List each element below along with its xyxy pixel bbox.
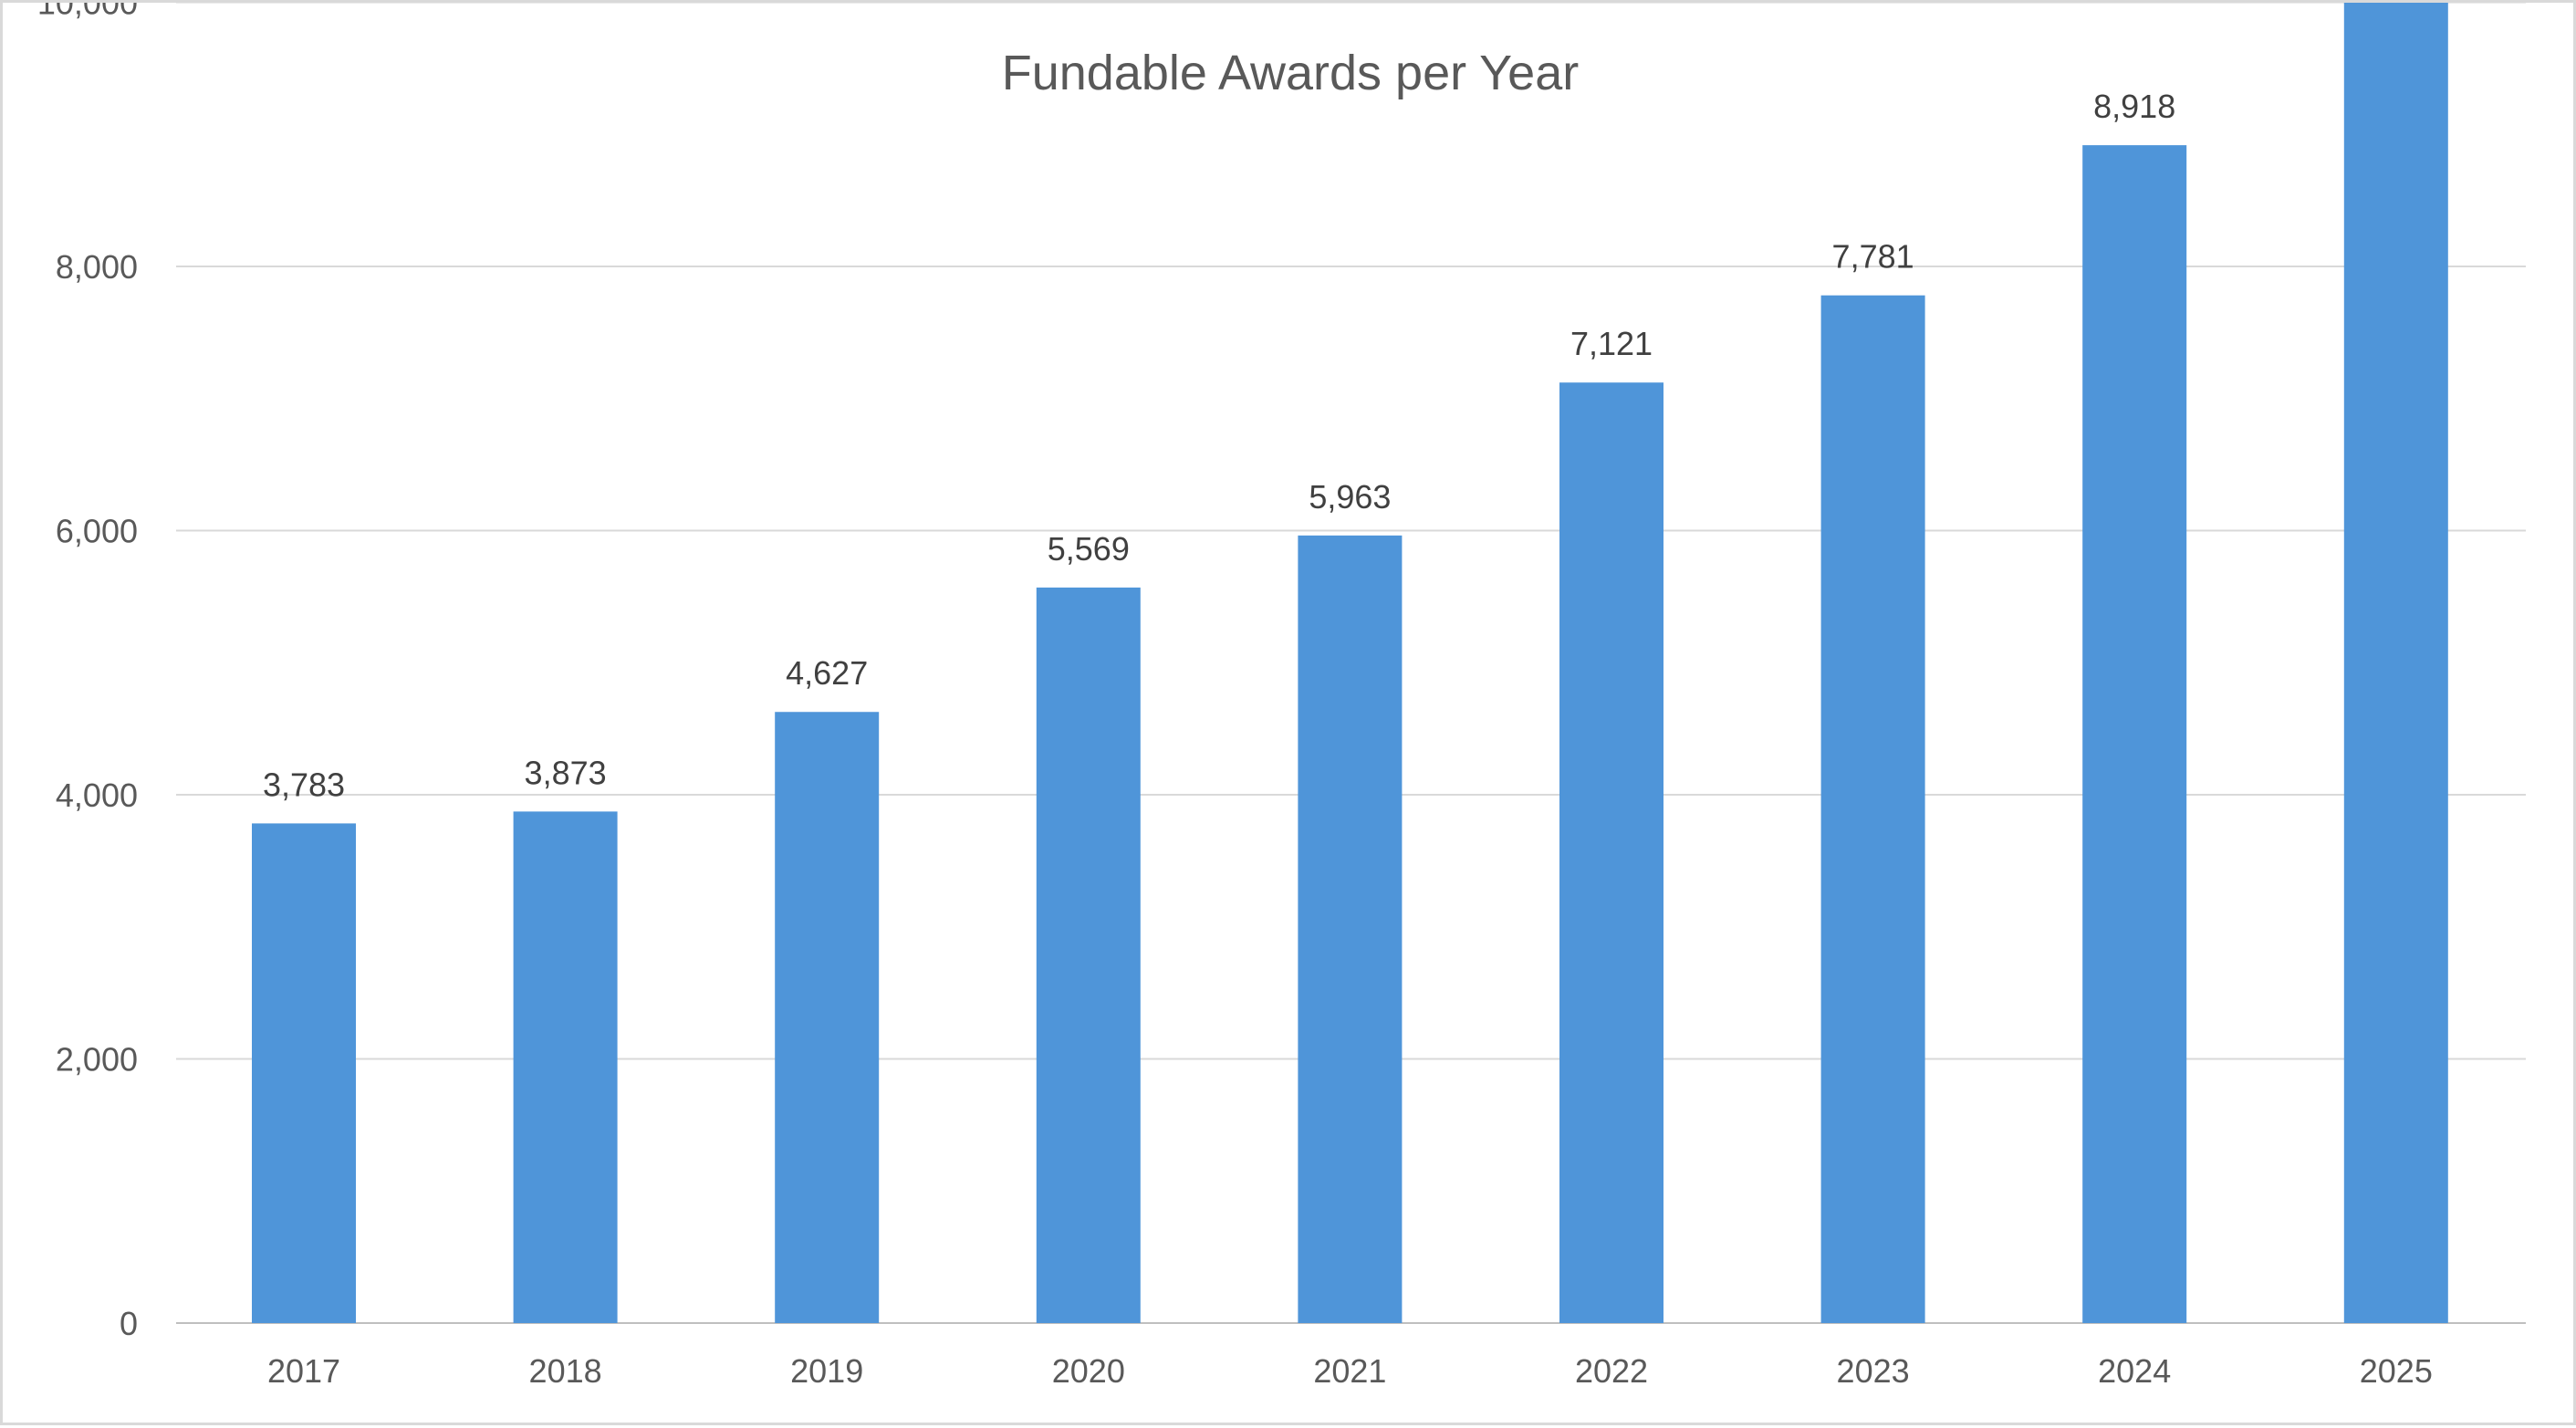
bar [2082,145,2187,1323]
bar [1559,382,1663,1324]
data-label: 5,963 [1309,478,1391,516]
x-tick-label: 2023 [1837,1352,1910,1390]
x-tick-label: 2019 [790,1352,863,1390]
x-tick-label: 2021 [1313,1352,1386,1390]
data-label: 7,121 [1570,325,1653,362]
bar [1820,295,1925,1324]
x-tick-label: 2022 [1575,1352,1648,1390]
bar-chart: Fundable Awards per Year 3,783 3,873 4,627… [37,3,2526,1390]
y-tick-label: 4,000 [56,777,138,814]
y-tick-label: 10,000 [37,3,138,22]
x-tick-label: 2018 [529,1352,602,1390]
y-axis-ticks: 0 2,000 4,000 6,000 8,000 10,000 [37,3,138,1342]
bar [513,811,618,1323]
data-label: 5,569 [1048,530,1130,568]
x-tick-label: 2017 [267,1352,340,1390]
y-tick-label: 8,000 [56,248,138,286]
data-label: 7,781 [1832,238,1914,276]
y-tick-label: 0 [120,1305,138,1342]
bar [2343,3,2448,1324]
data-label: 8,918 [2093,88,2175,125]
chart-title: Fundable Awards per Year [1002,46,1579,100]
x-tick-label: 2020 [1052,1352,1125,1390]
bar [775,712,880,1323]
data-label: 4,627 [786,654,868,692]
y-tick-label: 6,000 [56,513,138,550]
bar [1036,587,1141,1323]
x-tick-label: 2024 [2098,1352,2171,1390]
bar [1298,535,1403,1323]
bar [252,823,356,1323]
bars [252,3,2448,1324]
x-tick-label: 2025 [2360,1352,2433,1390]
y-tick-label: 2,000 [56,1041,138,1079]
data-label: 3,873 [525,754,607,791]
data-labels: 3,783 3,873 4,627 5,569 5,963 7,121 7,781 8,918… [263,88,2175,803]
x-axis-ticks: 2017 2018 2019 2020 2021 2022 2023 2024 2025 [267,1352,2433,1390]
data-label: 3,783 [263,766,345,803]
